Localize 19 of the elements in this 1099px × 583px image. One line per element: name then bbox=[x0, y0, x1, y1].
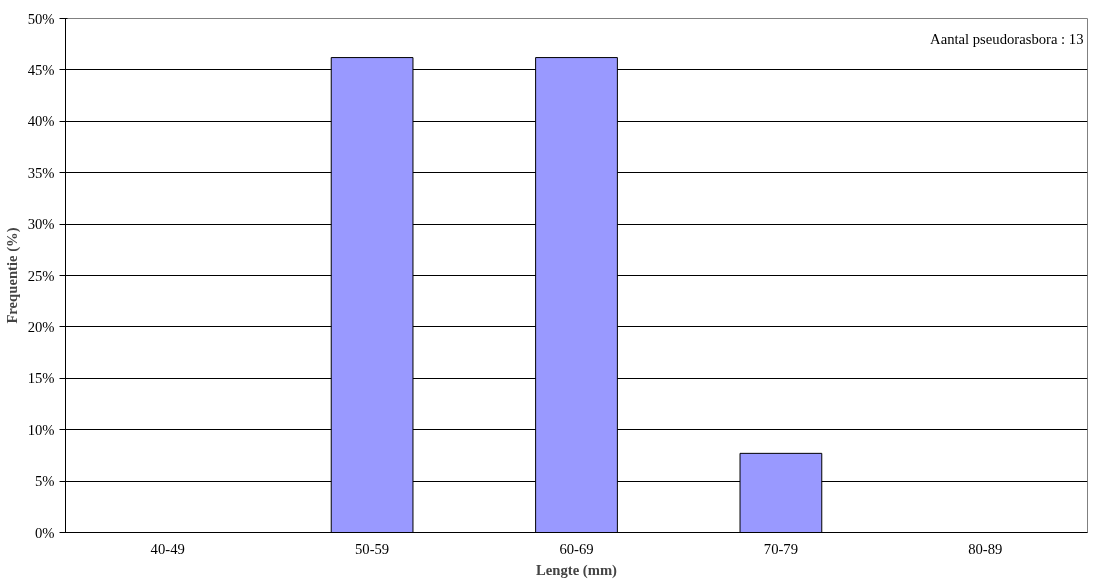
y-tick-label: 5% bbox=[34, 473, 55, 490]
x-tick-label: 80-89 bbox=[968, 540, 1003, 557]
y-tick-label: 10% bbox=[27, 421, 55, 438]
y-tick-label: 20% bbox=[27, 318, 55, 335]
y-tick-label: 30% bbox=[27, 216, 55, 233]
x-axis-title: Lengte (mm) bbox=[536, 561, 618, 579]
x-tick-label: 60-69 bbox=[559, 540, 594, 557]
x-tick-label: 40-49 bbox=[150, 540, 185, 557]
y-tick-label: 50% bbox=[27, 10, 55, 27]
y-tick-label: 45% bbox=[27, 61, 55, 78]
y-tick-label: 35% bbox=[27, 164, 55, 181]
y-axis-title: Frequentie (%) bbox=[3, 227, 21, 324]
y-tick-label: 25% bbox=[27, 267, 55, 284]
x-tick-label: 70-79 bbox=[763, 540, 799, 557]
y-tick-label: 15% bbox=[27, 370, 55, 387]
annotation: Aantal pseudorasbora : 13 bbox=[930, 31, 1084, 48]
y-tick-label: 40% bbox=[27, 113, 55, 130]
y-tick-label: 0% bbox=[34, 524, 55, 541]
x-tick-label: 50-59 bbox=[355, 540, 390, 557]
